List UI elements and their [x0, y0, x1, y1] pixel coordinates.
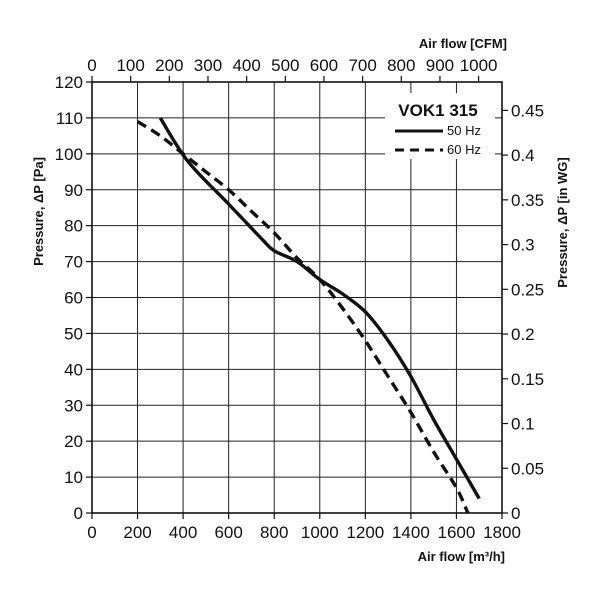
y-tick-label-40: 40	[64, 360, 83, 379]
x-tick-label-1600: 1600	[438, 523, 476, 542]
x-top-tick-label-700: 700	[348, 56, 376, 75]
y-tick-label-90: 90	[64, 181, 83, 200]
y-right-tick-label-0p45: 0.45	[511, 101, 544, 120]
y-right-tick-label-0p25: 0.25	[511, 280, 544, 299]
x-tick-label-400: 400	[169, 523, 197, 542]
y-right-tick-label-0: 0	[511, 504, 520, 523]
y-right-tick-label-0p3: 0.3	[511, 236, 535, 255]
y-tick-label-10: 10	[64, 468, 83, 487]
x-top-tick-label-100: 100	[116, 56, 144, 75]
legend-label-50hz: 50 Hz	[447, 123, 481, 138]
y-right-tick-label-0p1: 0.1	[511, 415, 535, 434]
x-tick-label-1000: 1000	[301, 523, 339, 542]
x-tick-label-1800: 1800	[483, 523, 521, 542]
x-top-tick-label-600: 600	[310, 56, 338, 75]
x-axis-title-top: Air flow [CFM]	[419, 36, 507, 51]
y-right-tick-label-0p05: 0.05	[511, 459, 544, 478]
axis-titles: Air flow [m³/h] Air flow [CFM] Pressure,…	[31, 36, 570, 564]
x-tick-label-200: 200	[123, 523, 151, 542]
x-tick-label-1200: 1200	[346, 523, 384, 542]
y-right-tick-label-0p4: 0.4	[511, 146, 535, 165]
series-line-50-hz	[158, 117, 481, 500]
y-axis-title-right: Pressure, ΔP [in WG]	[555, 157, 570, 287]
y-tick-label-0: 0	[74, 504, 83, 523]
x-axis-title-bottom: Air flow [m³/h]	[418, 549, 505, 564]
x-top-tick-label-0: 0	[87, 56, 96, 75]
x-top-tick-label-300: 300	[194, 56, 222, 75]
y-tick-label-60: 60	[64, 289, 83, 308]
y-tick-label-70: 70	[64, 253, 83, 272]
x-top-tick-label-800: 800	[387, 56, 415, 75]
series-line-60-hz	[136, 120, 470, 514]
series-lines	[136, 117, 481, 514]
y-right-tick-label-0p35: 0.35	[511, 191, 544, 210]
x-top-tick-label-500: 500	[271, 56, 299, 75]
legend-box	[385, 93, 495, 159]
legend: VOK1 315 50 Hz 60 Hz	[385, 93, 495, 159]
x-tick-label-600: 600	[214, 523, 242, 542]
x-top-tick-label-1000: 1000	[460, 56, 498, 75]
x-tick-label-0: 0	[87, 523, 96, 542]
x-top-tick-label-900: 900	[426, 56, 454, 75]
y-tick-label-100: 100	[55, 145, 83, 164]
y-right-tick-label-0p2: 0.2	[511, 325, 535, 344]
y-tick-label-30: 30	[64, 396, 83, 415]
y-tick-label-80: 80	[64, 217, 83, 236]
y-tick-label-120: 120	[55, 73, 83, 92]
y-axis-title-left: Pressure, ΔP [Pa]	[31, 157, 46, 266]
y-right-tick-label-0p15: 0.15	[511, 370, 544, 389]
legend-title: VOK1 315	[398, 101, 477, 120]
legend-label-60hz: 60 Hz	[447, 142, 481, 157]
axis-ticks: 0 200 400 600 800 1000 1200 1400 1600 18000102030…	[55, 56, 544, 542]
x-tick-label-800: 800	[260, 523, 288, 542]
plot-frame	[91, 81, 503, 514]
x-tick-label-1400: 1400	[392, 523, 430, 542]
y-tick-label-20: 20	[64, 432, 83, 451]
y-tick-label-110: 110	[56, 109, 83, 128]
y-tick-label-50: 50	[64, 324, 83, 343]
grid-lines	[92, 82, 502, 513]
x-top-tick-label-400: 400	[232, 56, 260, 75]
x-top-tick-label-200: 200	[155, 56, 183, 75]
